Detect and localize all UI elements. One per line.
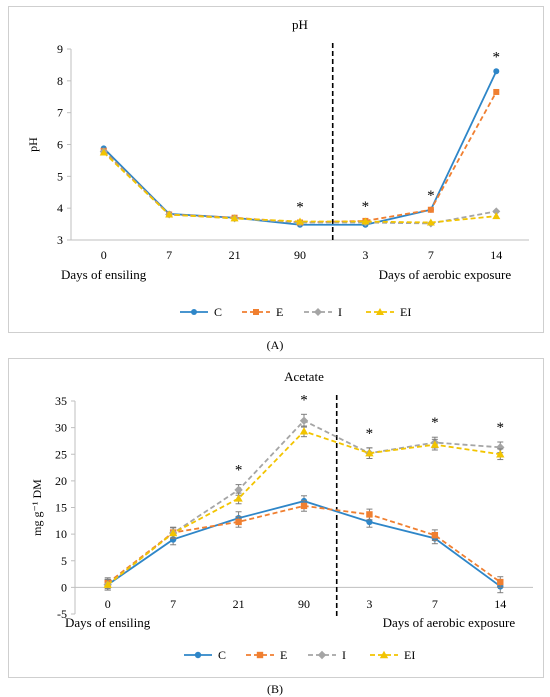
series-e-point	[300, 502, 308, 510]
legend-e-marker	[253, 309, 259, 315]
series-ei-point	[296, 217, 304, 225]
y-tick-label: 20	[55, 474, 67, 488]
series-e-point	[427, 206, 434, 213]
legend-c-label: C	[214, 305, 222, 319]
legend-i-label: I	[342, 648, 346, 662]
y-axis-label: pH	[26, 137, 40, 152]
significance-marker: *	[493, 49, 501, 65]
significance-marker: *	[296, 200, 304, 216]
series-ei-point	[496, 450, 505, 458]
series-c-line	[107, 500, 501, 588]
y-tick-label: 0	[61, 580, 67, 594]
chart-title: pH	[292, 17, 308, 32]
legend-c-marker	[191, 309, 197, 315]
x-tick-label: 21	[233, 597, 245, 611]
group-label-aerobic: Days of aerobic exposure	[383, 615, 516, 630]
series-ei-point	[426, 218, 435, 226]
x-tick-label: 90	[298, 597, 310, 611]
legend-i-marker	[314, 308, 322, 316]
significance-marker: *	[300, 392, 308, 408]
chart-title: Acetate	[284, 369, 324, 384]
x-tick-label: 3	[362, 248, 368, 262]
x-tick-label: 0	[105, 597, 111, 611]
series-c-point	[493, 68, 500, 75]
legend-c-marker	[194, 651, 202, 659]
series-ei-point	[168, 528, 178, 537]
x-tick-label: 14	[490, 248, 502, 262]
legend-e-label: E	[280, 648, 287, 662]
legend-ei-label: EI	[404, 648, 415, 662]
significance-marker: *	[235, 463, 243, 479]
y-axis-label: mg g⁻¹ DM	[30, 479, 44, 536]
y-tick-label: 9	[57, 42, 63, 56]
acetate-chart-panel: Acetate -5 0 5 10 15 20 25 30 35 mg g⁻¹ DM 0 7 21 90 3 7…	[8, 358, 544, 678]
y-tick-label: 5	[57, 169, 63, 183]
legend-ei-marker	[379, 650, 389, 659]
series-i-point	[234, 485, 243, 495]
significance-marker: *	[427, 188, 435, 204]
legend-ei-label: EI	[400, 305, 411, 319]
series-ei-point	[361, 217, 370, 225]
series-c-point	[366, 518, 373, 526]
y-tick-label: 5	[61, 554, 67, 568]
legend-e-marker	[256, 651, 264, 659]
x-tick-label: 3	[366, 597, 372, 611]
series-ei-point	[365, 448, 374, 457]
acetate-chart: Acetate -5 0 5 10 15 20 25 30 35 mg g⁻¹ DM 0 7 21 90 3 7…	[30, 369, 533, 662]
y-tick-label: 10	[55, 527, 67, 541]
x-tick-label: 90	[294, 248, 306, 262]
series-ei-point	[430, 440, 440, 448]
y-tick-label: 6	[57, 138, 63, 152]
series-ei-point	[234, 494, 243, 502]
ph-chart: pH 3 4 5 6 7 8 9 pH 0 7 21 90 3 7 14 Days of ensiling Day…	[26, 17, 529, 319]
series-e-point	[497, 578, 504, 586]
significance-marker: *	[497, 420, 505, 436]
y-tick-label: 8	[57, 74, 63, 88]
series-e-point	[493, 88, 500, 95]
y-tick-label: 25	[55, 447, 67, 461]
series-e-point	[366, 511, 373, 518]
legend-c-label: C	[218, 648, 226, 662]
legend-i-marker	[317, 650, 327, 660]
ph-chart-panel: pH 3 4 5 6 7 8 9 pH 0 7 21 90 3 7 14 Days of ensiling Day…	[8, 6, 544, 333]
series-ei-point	[99, 148, 108, 156]
series-e-point	[431, 531, 439, 539]
significance-marker: *	[362, 199, 370, 215]
series-i-point	[496, 443, 505, 452]
x-tick-label: 14	[494, 597, 506, 611]
y-tick-label: 15	[55, 501, 67, 515]
x-tick-label: 0	[101, 248, 107, 262]
series-e-point	[235, 518, 242, 526]
series-ei-point	[299, 427, 309, 435]
legend-ei-marker	[376, 308, 384, 315]
panel-label-b: (B)	[267, 682, 283, 696]
series-i-point	[492, 207, 501, 216]
x-tick-label: 7	[170, 597, 176, 611]
y-tick-label: 35	[55, 394, 67, 408]
y-tick-label: -5	[57, 607, 67, 621]
series-i-point	[299, 416, 309, 425]
legend-i-label: I	[338, 305, 342, 319]
group-label-ensiling: Days of ensiling	[61, 267, 147, 282]
group-label-ensiling: Days of ensiling	[65, 615, 151, 630]
x-tick-label: 21	[229, 248, 241, 262]
legend-e-label: E	[276, 305, 283, 319]
series-ei-point	[103, 580, 112, 588]
series-ei-point	[230, 214, 239, 222]
x-tick-label: 7	[432, 597, 438, 611]
y-tick-label: 30	[55, 421, 67, 435]
x-tick-label: 7	[166, 248, 172, 262]
x-tick-label: 7	[428, 248, 434, 262]
panel-label-a: (A)	[266, 338, 284, 352]
series-ei-point	[492, 212, 501, 220]
series-ei-point	[165, 210, 174, 218]
y-tick-label: 7	[57, 106, 63, 120]
y-tick-label: 4	[57, 201, 63, 215]
group-label-aerobic: Days of aerobic exposure	[379, 267, 512, 282]
y-tick-label: 3	[57, 233, 63, 247]
significance-marker: *	[431, 415, 439, 431]
significance-marker: *	[366, 426, 374, 442]
